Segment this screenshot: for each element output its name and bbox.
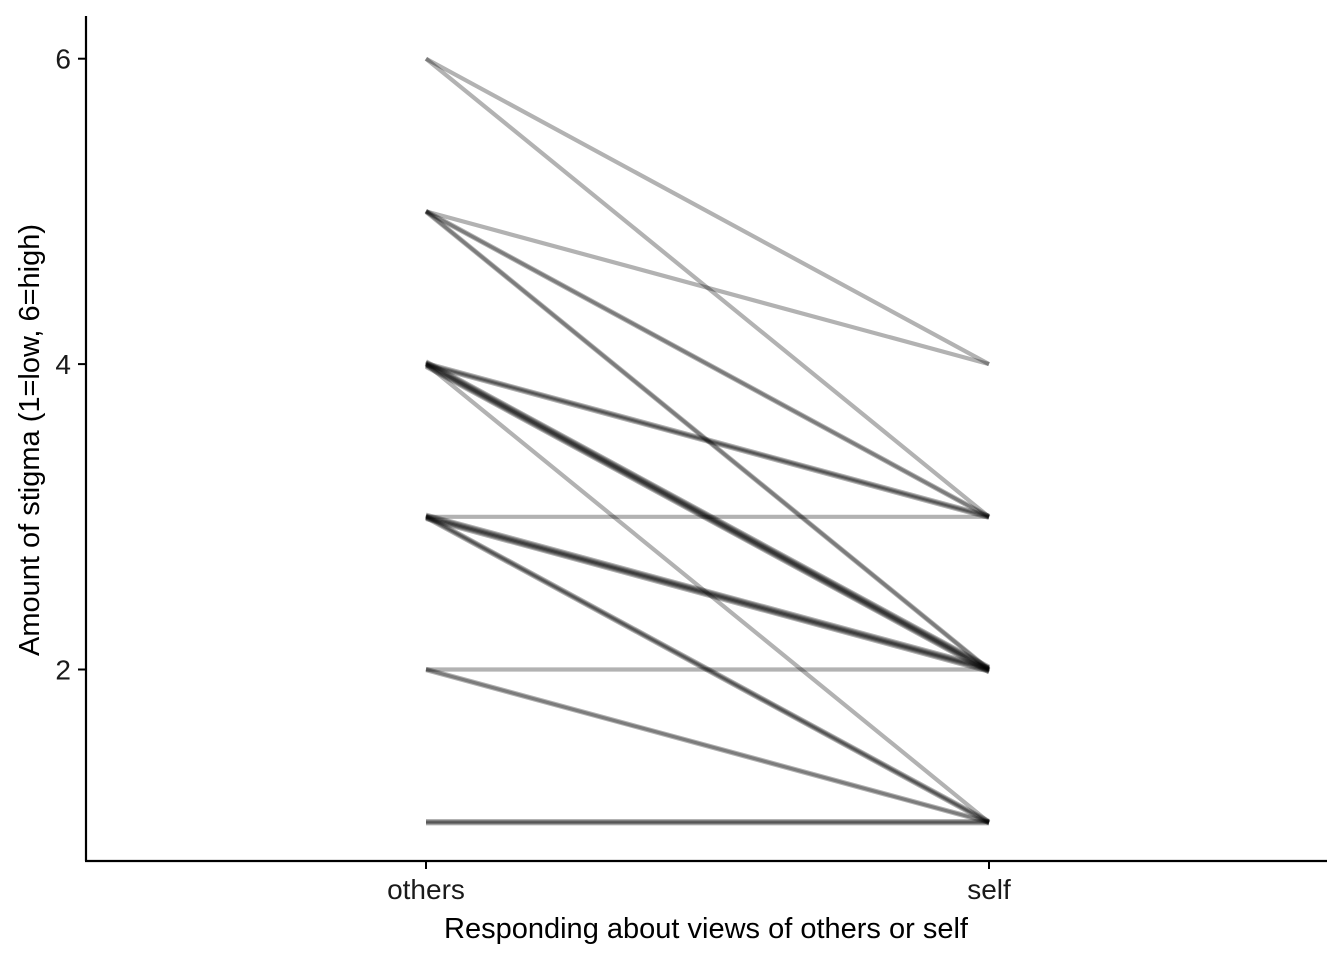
x-axis-title: Responding about views of others or self xyxy=(444,913,969,945)
response-line-28 xyxy=(425,666,990,824)
y-tick-label-4: 4 xyxy=(55,349,71,380)
response-line-22 xyxy=(425,515,990,673)
series-lines xyxy=(424,56,991,826)
response-line-17 xyxy=(424,362,991,824)
response-line-26 xyxy=(424,516,991,826)
response-line-25 xyxy=(424,514,991,825)
response-line-14 xyxy=(424,362,991,672)
x-axis-ticks: others self xyxy=(387,861,1011,905)
response-line-23 xyxy=(425,516,990,674)
y-axis-title: Amount of stigma (1=low, 6=high) xyxy=(14,224,46,656)
response-line-12 xyxy=(424,360,991,670)
response-line-11 xyxy=(424,359,991,669)
y-axis-ticks: 2 4 6 xyxy=(55,44,86,686)
x-tick-label-others: others xyxy=(387,874,465,905)
response-line-19 xyxy=(425,512,990,670)
response-line-16 xyxy=(424,365,991,675)
response-line-10 xyxy=(425,363,990,520)
response-line-24 xyxy=(424,513,991,823)
response-line-5 xyxy=(424,210,991,520)
response-line-20 xyxy=(425,513,990,671)
response-line-9 xyxy=(425,362,990,519)
response-line-29 xyxy=(425,668,990,825)
response-line-4 xyxy=(424,209,991,519)
response-line-15 xyxy=(424,363,991,673)
response-line-13 xyxy=(424,361,991,671)
y-tick-label-6: 6 xyxy=(55,44,71,75)
y-tick-label-2: 2 xyxy=(55,655,71,686)
response-line-2 xyxy=(424,57,991,519)
response-line-21 xyxy=(425,514,990,672)
response-line-7 xyxy=(424,210,991,672)
response-line-3 xyxy=(425,209,990,367)
response-line-8 xyxy=(425,360,990,518)
response-line-1 xyxy=(424,56,991,366)
x-tick-label-self: self xyxy=(967,874,1011,905)
response-line-6 xyxy=(424,209,991,671)
